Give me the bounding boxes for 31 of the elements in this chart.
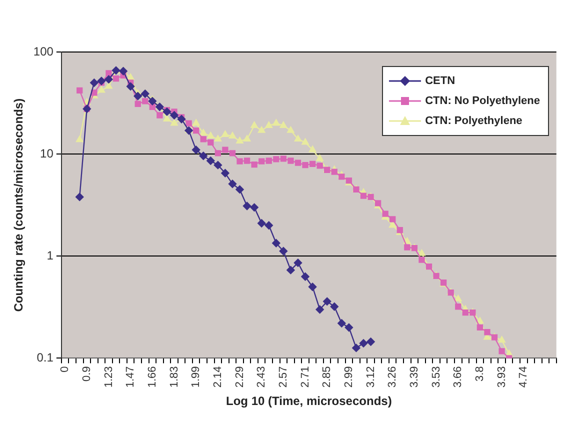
legend-label: CETN bbox=[425, 75, 456, 87]
x-tick-label: 1.83 bbox=[168, 366, 180, 388]
x-tick-label: 2.57 bbox=[277, 366, 290, 388]
y-tick-label: 0.1 bbox=[36, 350, 54, 365]
x-tick-label: 3.8 bbox=[474, 366, 486, 382]
x-tick-label: 2.99 bbox=[342, 366, 355, 388]
x-tick-label: 0.9 bbox=[80, 366, 93, 382]
x-tick-label: 2.29 bbox=[234, 366, 246, 388]
x-tick-label: 4.74 bbox=[518, 366, 530, 388]
x-tick-label: 0 bbox=[59, 366, 72, 372]
x-tick-label: 1.66 bbox=[146, 366, 158, 388]
y-tick-label: 10 bbox=[40, 146, 54, 160]
x-tick-label: 2.43 bbox=[256, 366, 268, 388]
y-tick-label: 1 bbox=[46, 248, 54, 262]
x-tick-label: 3.66 bbox=[452, 366, 464, 388]
y-axis-title: Counting rate (counts/microseconds) bbox=[12, 98, 26, 312]
x-tick-label: 2.14 bbox=[212, 366, 224, 388]
x-tick-label: 1.47 bbox=[124, 366, 137, 388]
y-tick-label: 100 bbox=[33, 44, 54, 58]
legend-label: CTN: No Polyethylene bbox=[425, 95, 540, 107]
x-tick-label: 3.26 bbox=[386, 366, 399, 388]
x-tick-label: 2.85 bbox=[321, 366, 334, 388]
x-axis-title: Log 10 (Time, microseconds) bbox=[226, 394, 392, 408]
x-tick-label: 3.93 bbox=[496, 366, 508, 388]
x-tick-label: 3.39 bbox=[408, 366, 420, 388]
legend-label: CTN: Polyethylene bbox=[425, 115, 522, 127]
x-tick-label: 3.12 bbox=[364, 366, 377, 388]
x-tick-label: 1.99 bbox=[190, 366, 202, 388]
x-tick-label: 3.53 bbox=[430, 366, 442, 388]
x-tick-label: 1.23 bbox=[102, 366, 115, 388]
x-tick-label: 2.71 bbox=[299, 366, 312, 388]
